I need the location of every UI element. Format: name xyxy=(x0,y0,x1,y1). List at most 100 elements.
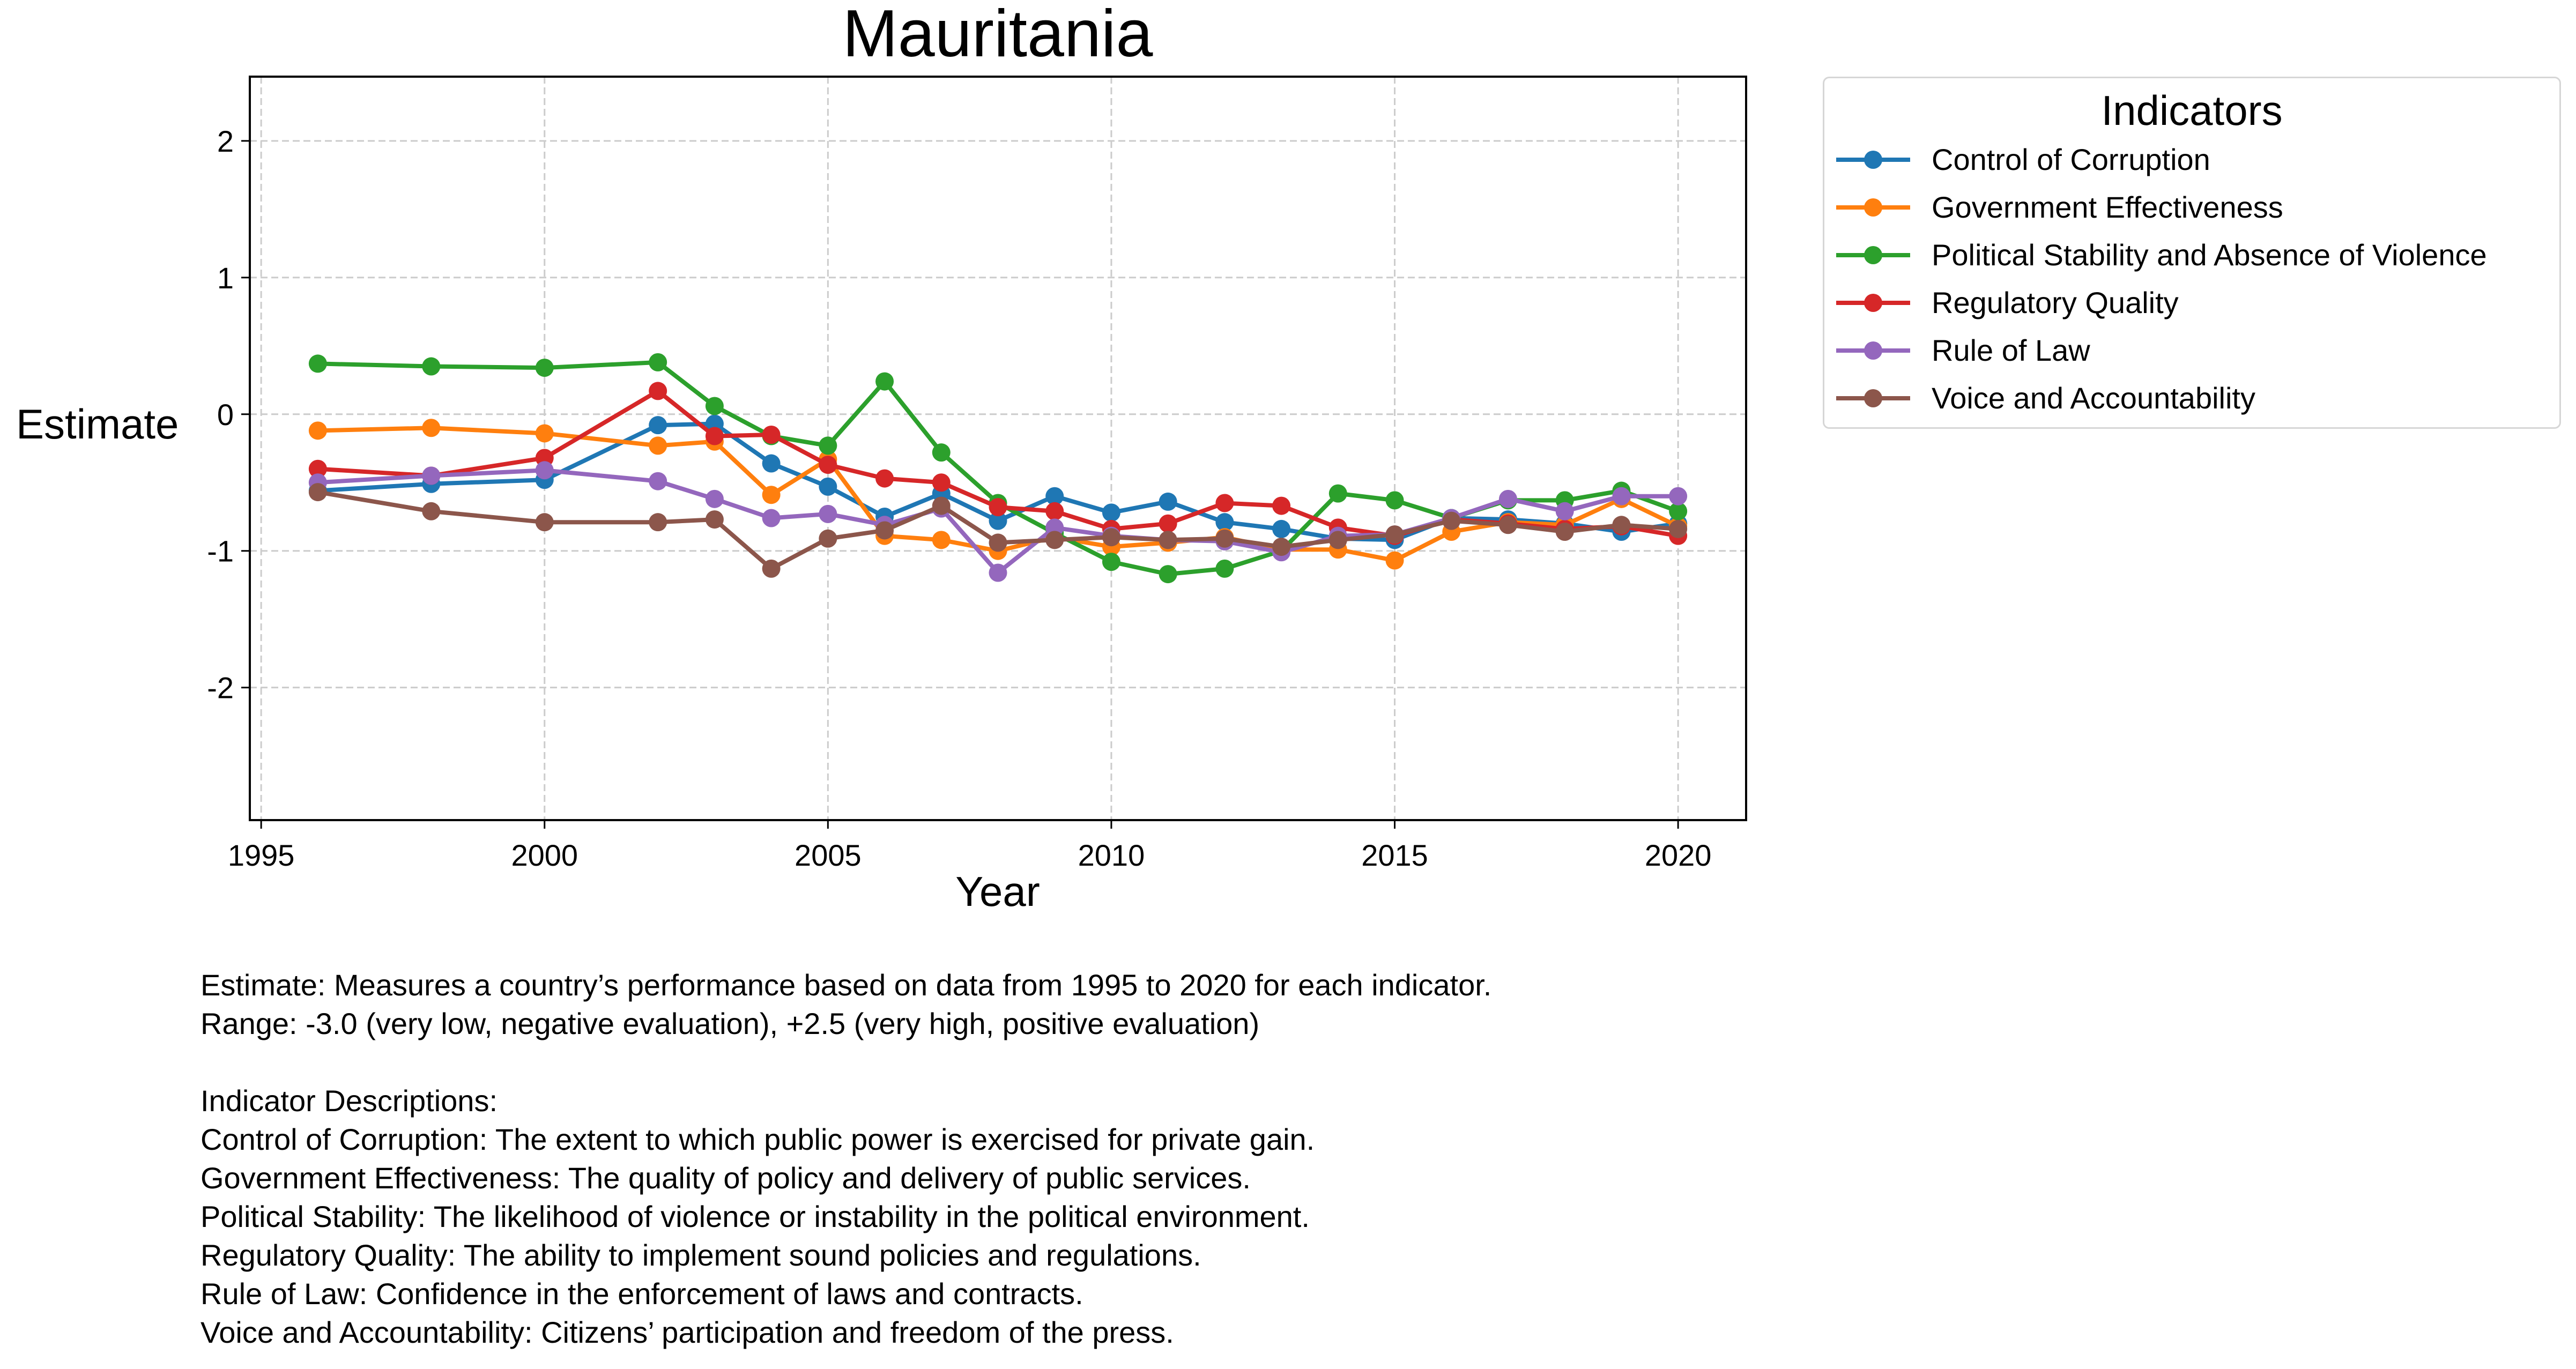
data-point xyxy=(308,421,327,440)
x-tick-label: 2020 xyxy=(1645,838,1712,872)
legend-swatch-marker xyxy=(1864,341,1882,360)
y-axis-label: Estimate xyxy=(16,400,179,448)
chart-title: Mauritania xyxy=(843,0,1153,71)
data-point xyxy=(1102,553,1120,571)
data-point xyxy=(1385,551,1404,570)
data-point xyxy=(1215,513,1234,532)
legend-swatch-marker xyxy=(1864,246,1882,264)
data-point xyxy=(1215,559,1234,578)
legend-swatch-marker xyxy=(1864,198,1882,217)
y-tick-label: -2 xyxy=(207,671,234,705)
note-line: Political Stability: The likelihood of v… xyxy=(201,1200,1310,1233)
plot-area-frame xyxy=(249,76,1747,821)
note-line: Control of Corruption: The extent to whi… xyxy=(201,1122,1315,1156)
data-point xyxy=(1498,516,1517,534)
data-point xyxy=(1669,487,1688,505)
data-point xyxy=(762,486,781,504)
data-point xyxy=(1159,565,1177,584)
legend-swatch-marker xyxy=(1864,389,1882,407)
data-point xyxy=(989,533,1007,552)
data-point xyxy=(1159,531,1177,549)
data-point xyxy=(932,496,951,515)
data-point xyxy=(1159,492,1177,511)
data-point xyxy=(875,372,894,391)
note-line: Government Effectiveness: The quality of… xyxy=(201,1161,1251,1195)
series-line xyxy=(317,490,1679,571)
legend-label: Government Effectiveness xyxy=(1932,190,2283,224)
data-point xyxy=(1612,487,1631,505)
data-point xyxy=(535,461,554,480)
data-point xyxy=(1555,523,1574,541)
data-point xyxy=(819,529,837,548)
data-point xyxy=(1328,531,1347,549)
data-point xyxy=(1102,528,1120,547)
data-point xyxy=(649,436,667,455)
data-point xyxy=(1215,494,1234,512)
note-line: Estimate: Measures a country’s performan… xyxy=(201,968,1492,1002)
data-point xyxy=(819,477,837,496)
y-tick-label: -1 xyxy=(207,534,234,568)
legend-item: Control of Corruption xyxy=(1824,136,2559,184)
data-point xyxy=(535,359,554,377)
legend-item: Government Effectiveness xyxy=(1824,183,2559,232)
data-point xyxy=(1442,511,1461,530)
data-point xyxy=(1272,519,1291,538)
data-point xyxy=(649,382,667,400)
y-tick-label: 0 xyxy=(217,398,234,431)
data-point xyxy=(1669,519,1688,538)
series-line xyxy=(317,468,1679,575)
data-point xyxy=(1215,529,1234,548)
legend-label: Regulatory Quality xyxy=(1932,286,2179,319)
data-point xyxy=(422,419,441,437)
data-point xyxy=(1555,502,1574,520)
data-point xyxy=(705,510,724,529)
data-point xyxy=(422,466,441,485)
data-point xyxy=(308,459,327,478)
indicator-notes: Estimate: Measures a country’s performan… xyxy=(201,966,1491,1352)
data-point xyxy=(762,426,781,444)
data-point xyxy=(422,357,441,376)
data-point xyxy=(932,531,951,549)
data-point xyxy=(535,513,554,532)
legend-label: Rule of Law xyxy=(1932,333,2090,367)
data-point xyxy=(308,483,327,502)
data-point xyxy=(705,427,724,445)
data-point xyxy=(1612,516,1631,534)
note-line xyxy=(201,1043,1491,1082)
x-axis-ticks: 1995 2000 2005 2010 2015 2020 xyxy=(228,820,1712,872)
data-point xyxy=(819,436,837,455)
data-point xyxy=(1045,531,1064,549)
data-point xyxy=(932,443,951,462)
data-point xyxy=(819,504,837,523)
data-point xyxy=(1498,489,1517,508)
data-point xyxy=(1385,491,1404,510)
note-line: Voice and Accountability: Citizens’ part… xyxy=(201,1315,1174,1349)
legend-title: Indicators xyxy=(2101,87,2283,134)
note-line: Rule of Law: Confidence in the enforceme… xyxy=(201,1277,1083,1311)
data-point xyxy=(649,416,667,435)
legend-label: Political Stability and Absence of Viole… xyxy=(1932,238,2487,272)
data-point xyxy=(705,489,724,508)
data-point xyxy=(1385,525,1404,544)
series-voice-and-accountability xyxy=(308,483,1688,578)
x-tick-label: 2015 xyxy=(1361,838,1428,872)
data-point xyxy=(1045,487,1064,505)
x-axis-label: Year xyxy=(955,868,1040,915)
y-tick-label: 1 xyxy=(217,261,234,295)
data-point xyxy=(989,563,1007,582)
data-point xyxy=(649,472,667,490)
series-line xyxy=(317,426,1679,563)
legend-label: Control of Corruption xyxy=(1932,143,2210,176)
legend-label: Voice and Accountability xyxy=(1932,381,2255,415)
legend-item: Political Stability and Absence of Viole… xyxy=(1824,231,2559,279)
data-point xyxy=(1328,484,1347,503)
data-point xyxy=(875,469,894,488)
x-tick-label: 2010 xyxy=(1078,838,1145,872)
legend-item: Rule of Law xyxy=(1824,326,2559,375)
data-point xyxy=(1102,503,1120,522)
data-point xyxy=(875,521,894,540)
data-point xyxy=(762,509,781,527)
grid-lines xyxy=(250,77,1746,820)
x-tick-label: 2005 xyxy=(795,838,862,872)
